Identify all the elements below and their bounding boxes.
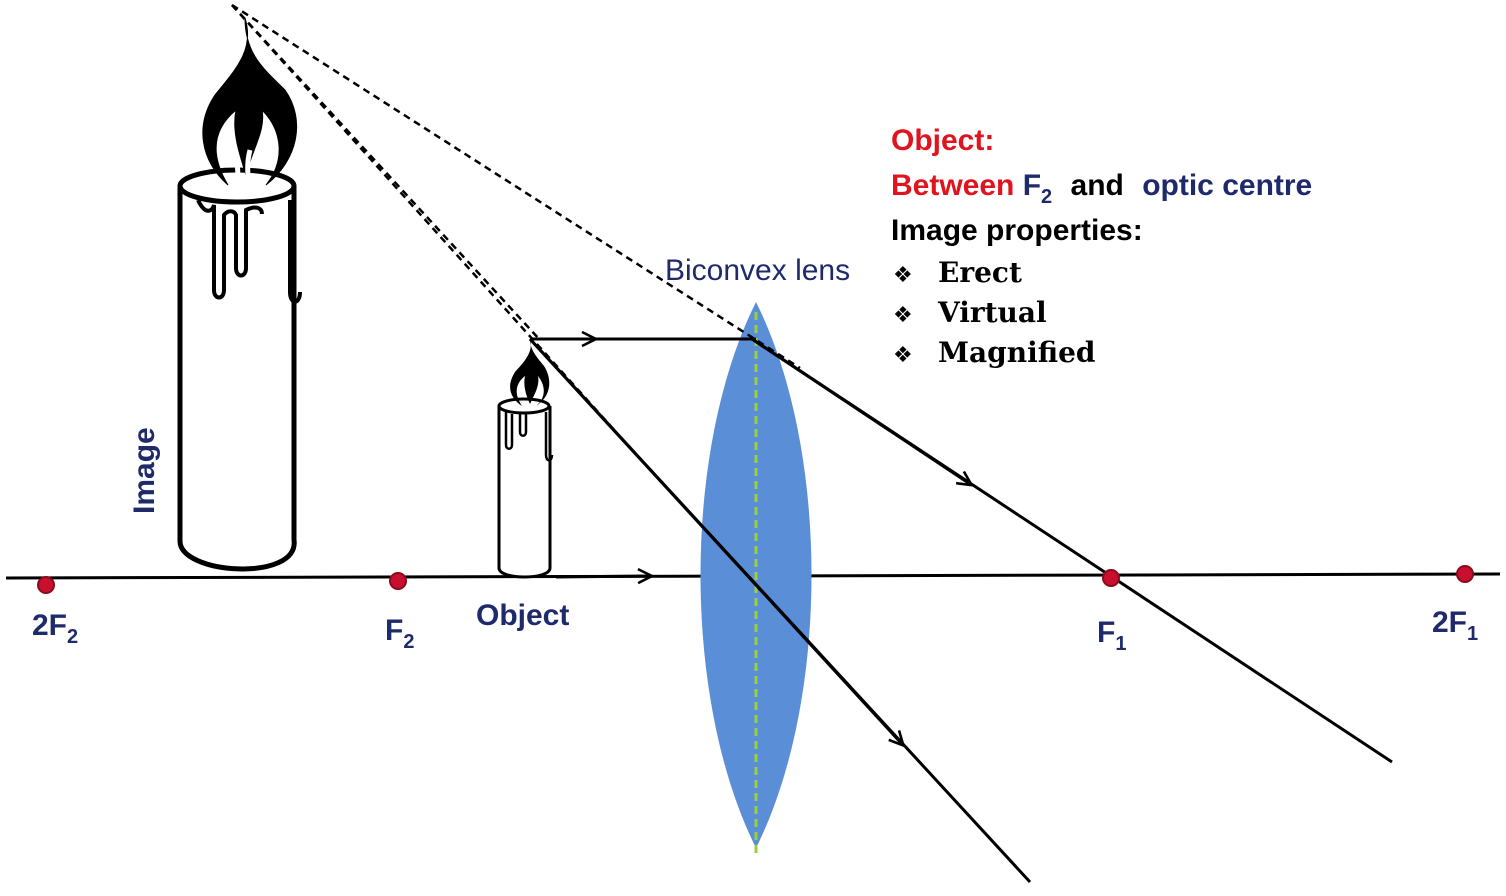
info-position: Between F2 and optic centre bbox=[891, 169, 1312, 210]
info-heading: Object: bbox=[891, 124, 994, 157]
info-image-properties: Image properties: bbox=[891, 214, 1143, 247]
bullet-icon: ❖ bbox=[893, 302, 913, 327]
label-2f1: 2F1 bbox=[1432, 606, 1478, 645]
label-f2: F2 bbox=[385, 614, 414, 653]
point-f2 bbox=[389, 572, 407, 590]
property-list: ❖ Erect ❖ Virtual ❖ Magnified bbox=[893, 256, 1095, 369]
object-candle bbox=[497, 338, 554, 579]
label-2f2: 2F2 bbox=[32, 609, 78, 648]
point-2f2 bbox=[37, 576, 55, 594]
info-block: Object: Between F2 and optic centre Imag… bbox=[891, 124, 1312, 369]
focal-points bbox=[37, 565, 1474, 594]
point-f1 bbox=[1102, 569, 1120, 587]
ray-through-centre-arrow bbox=[528, 337, 906, 748]
label-f1: F1 bbox=[1097, 616, 1126, 655]
bullet-icon: ❖ bbox=[893, 342, 913, 367]
image-label: Image bbox=[128, 427, 161, 514]
axis-arrow bbox=[555, 567, 655, 585]
property-item: Virtual bbox=[937, 296, 1047, 329]
ray-refracted-arrow bbox=[751, 337, 975, 487]
lens-label: Biconvex lens bbox=[665, 254, 850, 287]
point-2f1 bbox=[1456, 565, 1474, 583]
virtual-ray-1 bbox=[231, 3, 801, 370]
property-item: Magnified bbox=[938, 336, 1095, 369]
object-flame bbox=[510, 338, 550, 406]
bullet-icon: ❖ bbox=[893, 262, 913, 287]
object-label: Object bbox=[476, 599, 569, 632]
property-item: Erect bbox=[938, 256, 1022, 289]
image-candle bbox=[177, 17, 302, 572]
virtual-ray-3 bbox=[231, 4, 541, 341]
